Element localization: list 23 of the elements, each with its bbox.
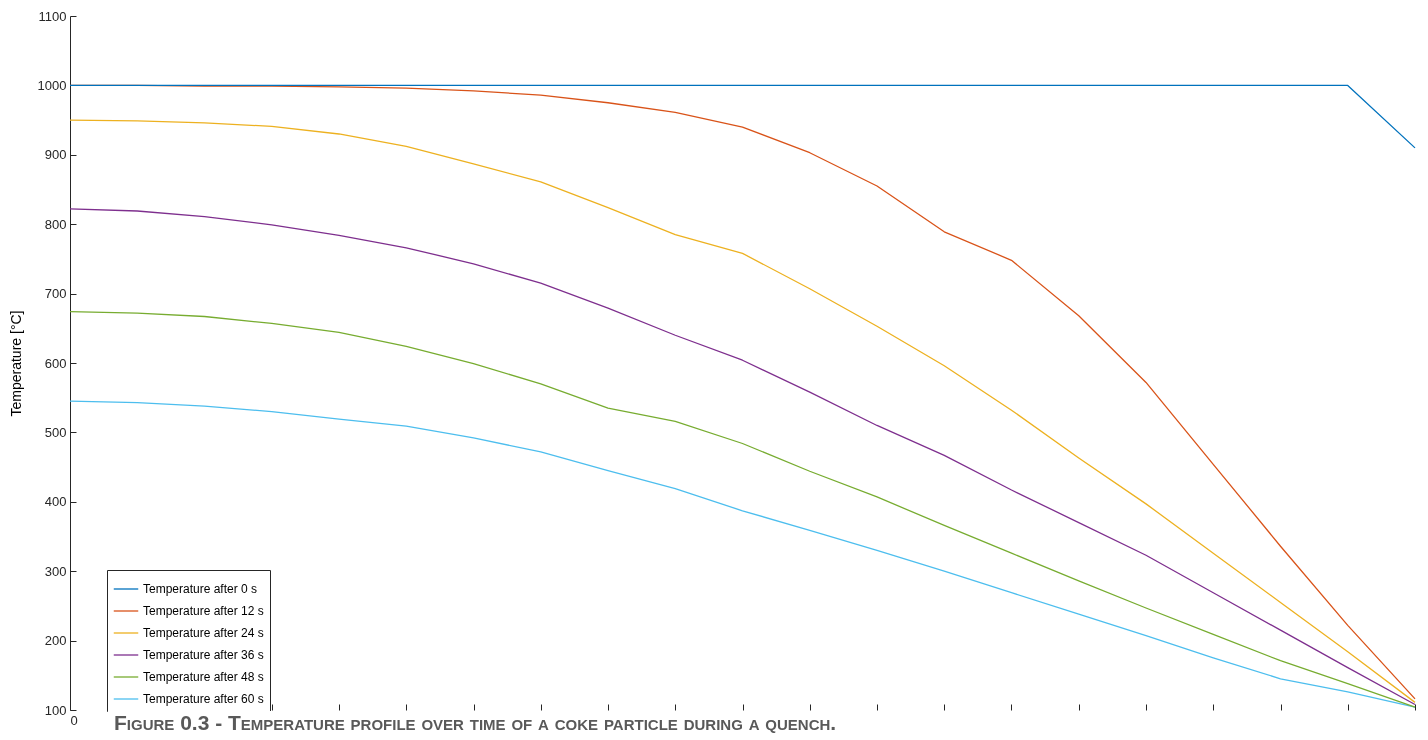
legend-label: Temperature after 12 s <box>143 604 264 618</box>
y-tick-label: 1100 <box>38 8 67 24</box>
line-series <box>69 400 1416 708</box>
legend-label: Temperature after 0 s <box>143 582 258 596</box>
y-axis-title: Temperature [°C] <box>7 310 24 417</box>
y-tick-label: 300 <box>44 563 67 579</box>
y-tick-label: 800 <box>44 216 67 232</box>
line-series <box>69 310 1416 708</box>
y-tick-label: 200 <box>44 633 67 649</box>
y-tick-label: 1000 <box>37 77 67 93</box>
legend-label: Temperature after 36 s <box>143 648 264 662</box>
y-tick-label: 100 <box>44 702 67 718</box>
legend-label: Temperature after 60 s <box>143 692 264 706</box>
y-tick-label: 600 <box>44 355 67 371</box>
y-tick-label: 900 <box>44 147 67 163</box>
y-tick-label: 400 <box>44 494 67 510</box>
y-tick-label: 700 <box>44 286 67 302</box>
legend-label: Temperature after 48 s <box>143 670 264 684</box>
y-tick-label: 500 <box>44 424 67 440</box>
x-tick-label: 0 <box>70 712 78 728</box>
caption: Figure 0.3 - Temperature profile over time of a coke particle during a quench. <box>108 711 843 735</box>
line-series <box>69 208 1416 706</box>
legend-label: Temperature after 24 s <box>143 626 264 640</box>
